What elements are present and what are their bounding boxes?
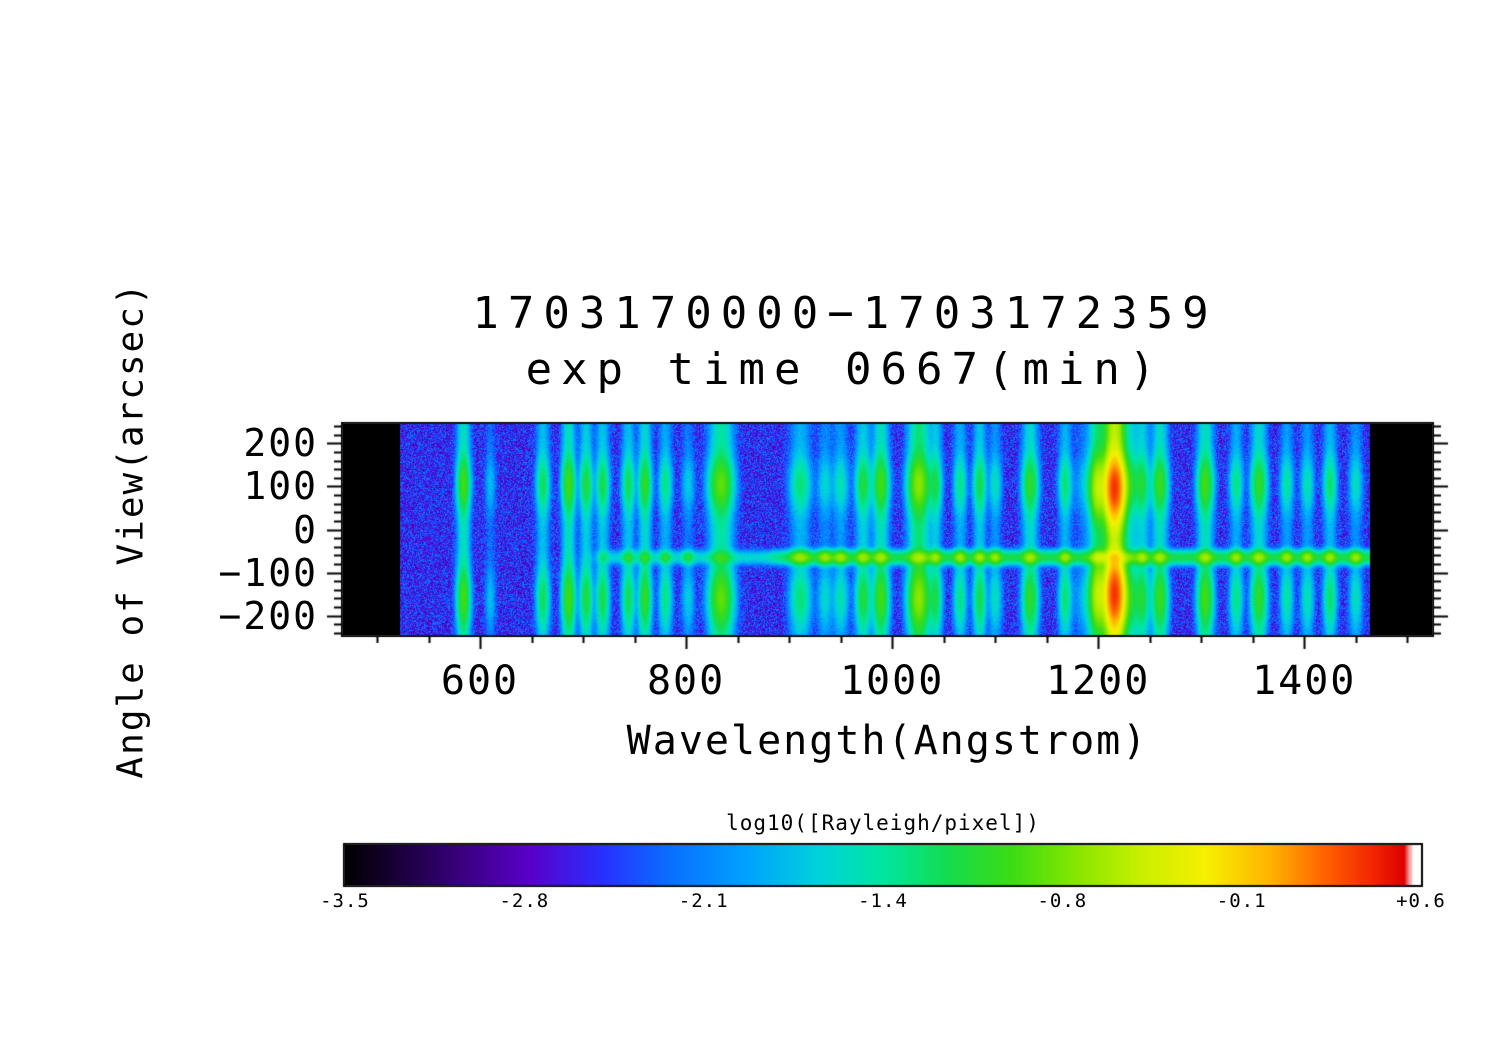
y-tick-label: −100 <box>218 550 318 595</box>
x-tick-label: 1400 <box>1252 658 1357 704</box>
plot-title: 1703170000−1703172359 <box>472 288 1218 339</box>
colorbar-tick-label: +0.6 <box>1396 890 1446 912</box>
colorbar-tick-label: -0.8 <box>1037 890 1088 912</box>
spectrogram-heatmap <box>343 424 1432 635</box>
y-axis-label: Angle of View(arcsec) <box>110 281 152 779</box>
plot-subtitle: exp time 0667(min) <box>525 344 1165 395</box>
colorbar-tick-label: -0.1 <box>1216 890 1267 912</box>
colorbar-tick-label: -3.5 <box>320 890 370 912</box>
colorbar-label: log10([Rayleigh/pixel]) <box>726 811 1040 835</box>
x-tick-label: 800 <box>646 658 726 704</box>
x-tick-label: 1200 <box>1046 658 1151 704</box>
y-tick-label: 100 <box>243 464 318 509</box>
colorbar-tick-label: -2.1 <box>678 890 729 912</box>
y-tick-label: −200 <box>218 593 318 638</box>
x-tick-label: 1000 <box>839 658 945 704</box>
colorbar <box>345 845 1421 885</box>
colorbar-tick-label: -1.4 <box>858 890 908 912</box>
x-axis-label: Wavelength(Angstrom) <box>626 718 1149 764</box>
x-tick-label: 600 <box>440 658 520 704</box>
y-tick-label: 0 <box>293 507 318 552</box>
title-block: 1703170000−1703172359 exp time 0667(min) <box>240 286 1450 398</box>
colorbar-tick-label: -2.8 <box>499 890 550 912</box>
y-tick-label: 200 <box>243 421 318 466</box>
